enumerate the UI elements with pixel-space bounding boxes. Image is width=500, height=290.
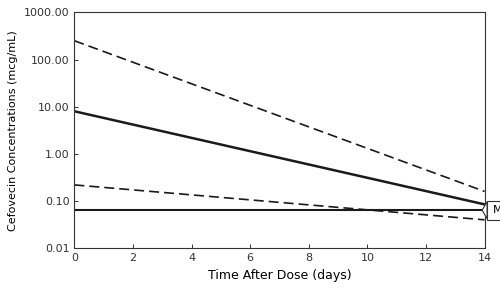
Text: MIC$_{90}$: MIC$_{90}$ xyxy=(492,203,500,217)
Y-axis label: Cefovecin Concentrations (mcg/mL): Cefovecin Concentrations (mcg/mL) xyxy=(8,30,18,231)
X-axis label: Time After Dose (days): Time After Dose (days) xyxy=(208,269,352,282)
